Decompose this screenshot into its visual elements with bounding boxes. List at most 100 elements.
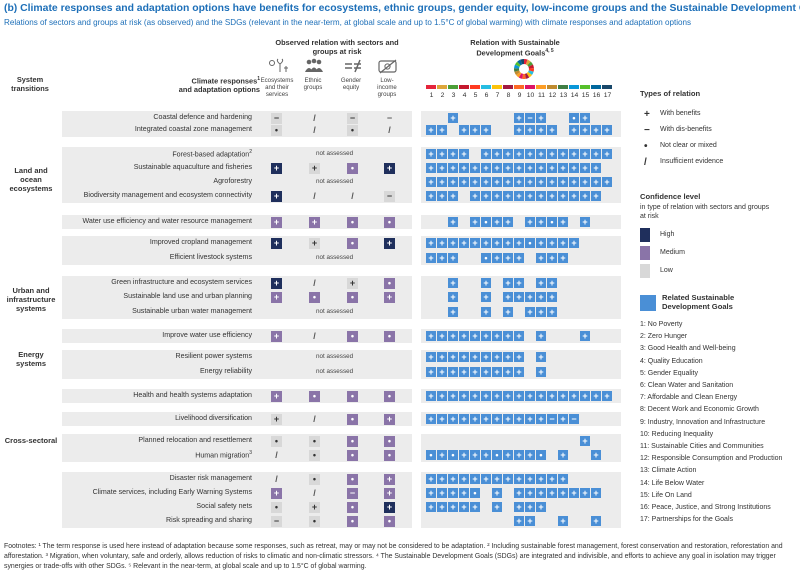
related-sdg-swatch (640, 295, 656, 311)
sdg-relation-cell: + (459, 474, 469, 484)
sdg-relation-cell: • (492, 450, 502, 460)
relation-cell: + (347, 277, 358, 289)
sdg-relation-cell: + (525, 488, 535, 498)
sdg-relation-cell: + (448, 113, 458, 123)
sdg-relation-cell: + (481, 125, 491, 135)
related-sdg-title: Related Sustainable Development Goals (662, 293, 735, 311)
sdg-relation-cell: + (492, 391, 502, 401)
sdg-relation-cell: + (426, 352, 436, 362)
sdg-list-item: 6: Clean Water and Sanitation (640, 382, 734, 389)
sdg-relation-cell: + (525, 292, 535, 302)
sdg-relation-cell: + (426, 474, 436, 484)
sdg-relation-cell: + (426, 488, 436, 498)
sdg-relation-cell: + (591, 516, 601, 526)
relation-cell: • (309, 435, 320, 447)
sdg-relation-cell: + (536, 253, 546, 263)
sdg-strip-segment (580, 85, 590, 89)
relation-cell: + (271, 413, 282, 425)
sdg-list-item: 3: Good Health and Well-being (640, 345, 736, 353)
climate-response-text: Improve water use efficiency (162, 331, 252, 339)
sdg-relation-cell: + (602, 391, 612, 401)
sdg-relation-cell: + (547, 278, 557, 288)
confidence-title: Confidence level (640, 192, 701, 201)
sdg-relation-cell: + (536, 391, 546, 401)
sdg-relation-cell: + (492, 238, 502, 248)
legend-type-symbol: • (644, 141, 648, 152)
sdg-relation-cell: + (536, 191, 546, 201)
sdg-relation-cell: + (470, 474, 480, 484)
climate-response-text: Integrated coastal zone management (134, 125, 252, 133)
climate-response-label: Efficient livestock systems (170, 253, 252, 261)
relation-cell: + (384, 162, 395, 174)
sdg-relation-cell: + (448, 331, 458, 341)
relation-cell: − (384, 190, 395, 202)
sdg-relation-cell: + (481, 331, 491, 341)
sdg-relation-cell: + (558, 163, 568, 173)
sdg-relation-cell: + (503, 414, 513, 424)
sdg-relation-cell: + (448, 191, 458, 201)
sdg-relation-cell: + (558, 238, 568, 248)
sdg-list-item: 16: Peace, Justice, and Strong Instituti… (640, 504, 771, 511)
sdg-relation-cell: + (514, 474, 524, 484)
footnotes: Footnotes: ¹ The term response is used h… (4, 543, 783, 570)
sdg-strip-segment (591, 85, 601, 89)
system-transition-label: Cross-sectoral (4, 436, 58, 445)
sdg-relation-cell: + (580, 191, 590, 201)
sdg-relation-cell: + (503, 217, 513, 227)
relation-cell: + (384, 473, 395, 485)
relation-cell: • (347, 473, 358, 485)
legend-type-label: With dis-benefits (660, 126, 712, 133)
sdg-relation-cell: + (536, 414, 546, 424)
sdg-relation-cell: + (547, 391, 557, 401)
footnote-ref: 3 (249, 450, 252, 456)
sdg-relation-cell: + (426, 367, 436, 377)
sdg-relation-cell: + (514, 191, 524, 201)
row-group-background (62, 389, 412, 403)
sdg-relation-cell: + (591, 191, 601, 201)
footnote-ref: 1 (257, 76, 260, 82)
sdg-list-item: 15: Life On Land (640, 491, 692, 499)
observed-relation-header: Observed relation with sectors and group… (275, 38, 399, 56)
climate-responses-label-2: and adaptation options (178, 85, 260, 95)
relation-cell: + (271, 216, 282, 228)
sdg-relation-cell: + (470, 502, 480, 512)
sdg-relation-cell: + (448, 488, 458, 498)
climate-response-label: Energy reliability (200, 367, 252, 375)
sdg-relation-cell: + (558, 191, 568, 201)
relation-cell: • (384, 449, 395, 461)
sdg-relation-cell: + (503, 238, 513, 248)
relation-cell: + (384, 237, 395, 249)
system-transitions-header: System transitions (11, 75, 49, 93)
relation-cell: / (275, 449, 278, 460)
not-assessed-label: not assessed (313, 254, 357, 261)
relation-cell: / (313, 190, 316, 201)
sdg-list-item: 1: No Poverty (640, 321, 683, 328)
sdg-relation-cell: + (492, 474, 502, 484)
relation-cell: / (313, 124, 316, 135)
sdg-list-item: 8: Decent Work and Economic Growth (640, 406, 759, 414)
sdg-relation-cell: + (448, 367, 458, 377)
sdg-relation-cell: + (459, 391, 469, 401)
sdg-relation-cell: + (569, 238, 579, 248)
climate-response-text: Coastal defence and hardening (153, 113, 252, 121)
sdg-relation-cell: + (437, 238, 447, 248)
sdg-relation-cell: + (525, 307, 535, 317)
sdg-relation-cell: + (569, 191, 579, 201)
sdg-relation-cell: + (514, 177, 524, 187)
sdg-relation-cell: • (481, 217, 491, 227)
climate-response-label: Green infrastructure and ecosystem servi… (111, 278, 252, 286)
sdg-relation-cell: + (580, 391, 590, 401)
low-income-icon (378, 59, 397, 74)
sdg-relation-cell: + (547, 474, 557, 484)
sdg-relation-cell: + (448, 352, 458, 362)
sdg-relation-cell: − (525, 113, 535, 123)
climate-response-label: Forest-based adaptation2 (172, 149, 252, 158)
sdg-relation-cell: + (514, 450, 524, 460)
sdg-relation-cell: + (437, 488, 447, 498)
sdg-list-item: 7: Affordable and Clean Energy (640, 394, 738, 402)
sdg-relation-cell: + (547, 191, 557, 201)
sdg-strip-segment (503, 85, 513, 89)
sdg-relation-cell: + (448, 307, 458, 317)
sdg-relation-cell: + (591, 391, 601, 401)
system-transition-label: Energy systems (15, 350, 47, 368)
